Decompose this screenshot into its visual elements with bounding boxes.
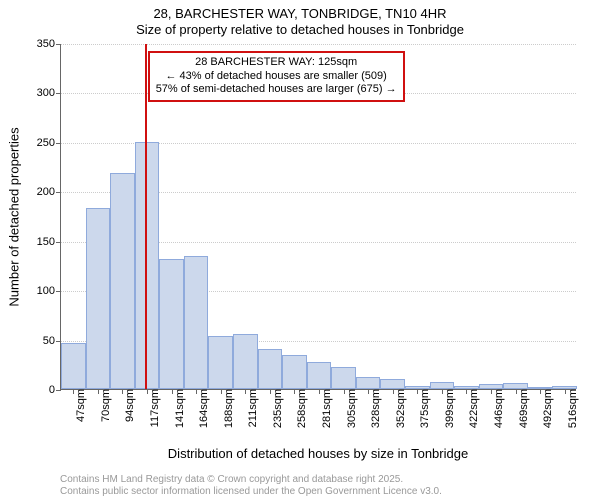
x-axis-title: Distribution of detached houses by size …: [60, 446, 576, 461]
y-tick-label: 150: [37, 236, 61, 248]
footer-line-2: Contains public sector information licen…: [60, 486, 590, 498]
x-tick-label: 305sqm: [340, 389, 358, 428]
property-callout: 28 BARCHESTER WAY: 125sqm← 43% of detach…: [148, 51, 405, 102]
callout-line: 28 BARCHESTER WAY: 125sqm: [156, 56, 397, 70]
histogram-bar: [184, 256, 209, 389]
x-tick-label: 516sqm: [561, 389, 579, 428]
x-tick-label: 94sqm: [118, 389, 136, 422]
x-tick-label: 446sqm: [487, 389, 505, 428]
x-tick-label: 492sqm: [536, 389, 554, 428]
y-axis-title: Number of detached properties: [7, 127, 22, 306]
histogram-bar: [307, 362, 332, 389]
x-tick-label: 399sqm: [438, 389, 456, 428]
x-tick-label: 70sqm: [94, 389, 112, 422]
footer-line-1: Contains HM Land Registry data © Crown c…: [60, 474, 590, 486]
y-tick-label: 100: [37, 285, 61, 297]
y-tick-label: 300: [37, 87, 61, 99]
x-tick-label: 141sqm: [168, 389, 186, 428]
y-gridline: [61, 44, 576, 45]
histogram-bar: [159, 259, 184, 389]
x-tick-label: 188sqm: [217, 389, 235, 428]
x-tick-label: 352sqm: [389, 389, 407, 428]
y-tick-label: 0: [49, 384, 61, 396]
histogram-bar: [135, 142, 160, 389]
x-tick-label: 258sqm: [290, 389, 308, 428]
plot-area: 05010015020025030035047sqm70sqm94sqm117s…: [60, 44, 576, 390]
histogram-bar: [86, 208, 111, 389]
y-tick-label: 50: [43, 335, 61, 347]
x-tick-label: 422sqm: [462, 389, 480, 428]
histogram-bar: [356, 377, 381, 389]
chart-footer: Contains HM Land Registry data © Crown c…: [60, 474, 590, 498]
histogram-bar: [233, 334, 258, 389]
histogram-bar: [430, 382, 455, 389]
chart-title-block: 28, BARCHESTER WAY, TONBRIDGE, TN10 4HR …: [0, 0, 600, 41]
y-tick-label: 200: [37, 186, 61, 198]
x-tick-label: 469sqm: [512, 389, 530, 428]
y-tick-label: 250: [37, 137, 61, 149]
x-tick-label: 47sqm: [69, 389, 87, 422]
chart-title-address: 28, BARCHESTER WAY, TONBRIDGE, TN10 4HR: [0, 6, 600, 22]
callout-line: 57% of semi-detached houses are larger (…: [156, 83, 397, 97]
histogram-bar: [110, 173, 135, 389]
subject-property-marker: [145, 44, 147, 389]
histogram-bar: [282, 355, 307, 389]
chart-title-subtitle: Size of property relative to detached ho…: [0, 22, 600, 38]
x-tick-label: 164sqm: [192, 389, 210, 428]
histogram-bar: [61, 343, 86, 389]
histogram-bar: [380, 379, 405, 389]
x-tick-label: 281sqm: [315, 389, 333, 428]
histogram-bar: [331, 367, 356, 389]
x-tick-label: 328sqm: [364, 389, 382, 428]
x-tick-label: 235sqm: [266, 389, 284, 428]
histogram-bar: [258, 349, 283, 389]
property-size-histogram: 28, BARCHESTER WAY, TONBRIDGE, TN10 4HR …: [0, 0, 600, 500]
x-tick-label: 211sqm: [241, 389, 259, 427]
y-tick-label: 350: [37, 38, 61, 50]
histogram-bar: [208, 336, 233, 389]
callout-line: ← 43% of detached houses are smaller (50…: [156, 70, 397, 84]
x-tick-label: 117sqm: [143, 389, 161, 427]
x-tick-label: 375sqm: [413, 389, 431, 428]
